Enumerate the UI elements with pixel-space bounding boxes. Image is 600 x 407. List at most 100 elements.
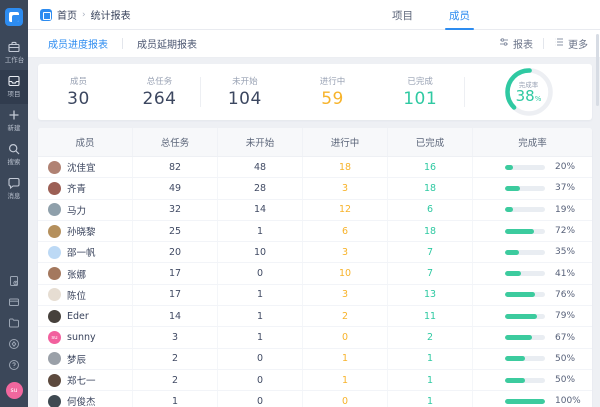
projects-icon (7, 74, 21, 88)
not-started-cell: 0 (218, 263, 303, 283)
in-progress-cell: 0 (303, 391, 388, 407)
member-cell: Eder (38, 306, 133, 326)
table-row: 齐青492831837% (38, 178, 592, 199)
total-cell: 32 (133, 200, 218, 220)
progress-fill (505, 165, 513, 170)
rate-cell: 50% (473, 349, 592, 369)
column-header-not-started[interactable]: 未开始 (218, 128, 303, 156)
toolbar-actions: 报表 更多 (499, 36, 588, 51)
home-icon[interactable] (40, 9, 52, 21)
member-name: 齐青 (67, 181, 86, 195)
stat-not-started: 未开始 104 (201, 75, 289, 109)
progress-track (505, 207, 545, 212)
breadcrumb-home[interactable]: 首页 (57, 7, 77, 22)
sidebar-item-workbench[interactable]: 工作台 (0, 36, 28, 70)
member-name: 梦辰 (67, 352, 86, 366)
support-icon[interactable] (8, 338, 20, 350)
not-started-cell: 48 (218, 157, 303, 177)
in-progress-cell: 3 (303, 178, 388, 198)
rate-cell: 100% (473, 391, 592, 407)
progress-track (505, 378, 545, 383)
table-row: 梦辰201150% (38, 349, 592, 370)
not-started-cell: 0 (218, 391, 303, 407)
completion-ring-value: 38% (503, 87, 555, 105)
table-row: 沈佳宜8248181620% (38, 157, 592, 178)
sidebar-item-messages[interactable]: 消息 (0, 172, 28, 206)
not-started-cell: 0 (218, 370, 303, 390)
member-name: 邵一帆 (67, 245, 96, 259)
question-icon[interactable] (8, 359, 20, 371)
sidebar-item-label: 工作台 (4, 55, 23, 64)
tab-member-delay-report[interactable]: 成员延期报表 (123, 36, 211, 51)
progress-fill (505, 207, 513, 212)
in-progress-cell: 12 (303, 200, 388, 220)
table-header: 成员 总任务 未开始 进行中 已完成 完成率 (38, 128, 592, 157)
progress-track (505, 250, 545, 255)
sidebar-item-label: 消息 (8, 191, 21, 200)
in-progress-cell: 6 (303, 221, 388, 241)
member-name: 郑七一 (67, 373, 96, 387)
avatar: su (48, 331, 61, 344)
rate-percent: 19% (555, 205, 575, 215)
tab-member-progress-report[interactable]: 成员进度报表 (48, 36, 122, 51)
member-table: 成员 总任务 未开始 进行中 已完成 完成率 沈佳宜8248181620% 齐青 4… (38, 128, 592, 407)
avatar (48, 225, 61, 238)
user-avatar[interactable]: su (6, 382, 23, 399)
more-button[interactable]: 更多 (554, 36, 588, 51)
rate-percent: 35% (555, 247, 575, 257)
sidebar-item-projects[interactable]: 项目 (0, 70, 28, 104)
rate-percent: 37% (555, 183, 575, 193)
progress-track (505, 186, 545, 191)
member-cell: susunny (38, 327, 133, 347)
stat-members: 成员 30 (38, 75, 119, 109)
stat-completed: 已完成 101 (376, 75, 464, 109)
summary-card: 成员 30 总任务 264 未开始 104 进行中 (38, 64, 592, 120)
progress-track (505, 165, 545, 170)
scrollbar[interactable] (596, 34, 599, 106)
member-name: Eder (67, 311, 89, 322)
rate-percent: 50% (555, 375, 575, 385)
sidebar-item-label: 项目 (8, 89, 21, 98)
table-body: 沈佳宜8248181620%齐青492831837%马力321412619%孙晓… (38, 157, 592, 407)
not-started-cell: 1 (218, 306, 303, 326)
rate-percent: 67% (555, 333, 575, 343)
in-progress-cell: 0 (303, 327, 388, 347)
schedule-icon[interactable] (8, 275, 20, 287)
card-icon[interactable] (8, 296, 20, 308)
total-cell: 1 (133, 391, 218, 407)
member-name: 何俊杰 (67, 394, 96, 407)
sidebar-item-search[interactable]: 搜索 (0, 138, 28, 172)
rate-percent: 76% (555, 290, 575, 300)
stat-label: 未开始 (201, 75, 289, 87)
app-logo[interactable] (5, 8, 23, 26)
completed-cell: 11 (388, 306, 473, 326)
column-header-member[interactable]: 成员 (38, 128, 133, 156)
completed-cell: 18 (388, 178, 473, 198)
member-name: 陈位 (67, 288, 86, 302)
column-header-in-progress[interactable]: 进行中 (303, 128, 388, 156)
total-cell: 2 (133, 349, 218, 369)
member-name: 张娜 (67, 267, 86, 281)
stat-value: 104 (201, 89, 289, 109)
column-header-completed[interactable]: 已完成 (388, 128, 473, 156)
top-bar: 首页 › 统计报表 项目 成员 (28, 0, 600, 30)
member-cell: 何俊杰 (38, 391, 133, 407)
avatar (48, 374, 61, 387)
column-header-rate[interactable]: 完成率 (473, 128, 592, 156)
completed-cell: 16 (388, 157, 473, 177)
progress-track (505, 314, 545, 319)
total-cell: 17 (133, 263, 218, 283)
member-name: 孙晓黎 (67, 224, 96, 238)
rate-percent: 72% (555, 226, 575, 236)
sidebar-item-new[interactable]: 新建 (0, 104, 28, 138)
folder-icon[interactable] (8, 317, 20, 329)
report-button[interactable]: 报表 (499, 36, 533, 51)
column-header-total[interactable]: 总任务 (133, 128, 218, 156)
avatar (48, 203, 61, 216)
content-area: 成员 30 总任务 264 未开始 104 进行中 (28, 58, 600, 407)
rate-cell: 67% (473, 327, 592, 347)
not-started-cell: 10 (218, 242, 303, 262)
tab-members[interactable]: 成员 (445, 0, 474, 30)
table-row: 孙晓黎25161872% (38, 221, 592, 242)
tab-projects[interactable]: 项目 (388, 0, 417, 30)
